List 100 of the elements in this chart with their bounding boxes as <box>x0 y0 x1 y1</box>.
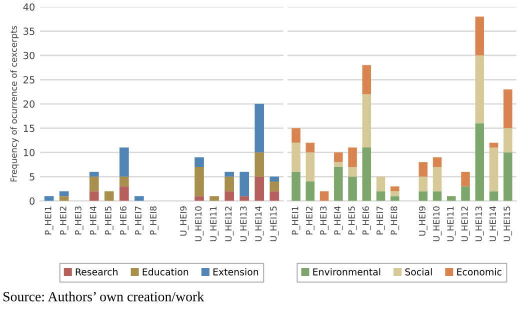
x-tick-label: P_HEI7 <box>135 206 144 234</box>
bar <box>390 186 400 192</box>
x-tick-label: U_HEI10 <box>195 206 204 242</box>
bar <box>362 65 372 94</box>
bar <box>120 176 129 186</box>
x-tick-label: P_HEI3 <box>320 206 328 234</box>
bar <box>194 157 204 167</box>
bar <box>362 94 372 148</box>
y-tick-label: 0 <box>30 197 35 205</box>
bar <box>334 166 343 201</box>
y-tick-label: 25 <box>24 76 34 84</box>
bar <box>240 196 249 201</box>
bar <box>306 142 315 152</box>
bar <box>120 186 129 201</box>
x-tick-label: U_HEI11 <box>447 206 456 242</box>
bar <box>270 176 280 182</box>
bar <box>224 172 234 177</box>
x-tick-label: P_HEI3 <box>74 206 84 234</box>
bar <box>292 128 300 143</box>
x-tick-label: U_HEI10 <box>433 206 442 242</box>
bar <box>89 172 99 177</box>
bar <box>120 148 129 177</box>
bar <box>224 176 234 192</box>
legend-label: Extension <box>213 268 258 276</box>
x-tick-label: P_HEI7 <box>376 206 385 234</box>
bar <box>418 176 428 192</box>
x-tick-label: P_HEI2 <box>306 206 314 234</box>
bar <box>292 142 300 172</box>
bar <box>475 123 484 201</box>
legend-label: Education <box>142 268 188 276</box>
bar <box>432 157 442 167</box>
source-note: Source: Authors’ own creation/work <box>4 292 204 302</box>
x-tick-label: U_HEI15 <box>270 206 279 242</box>
legend-label: Environmental <box>313 268 380 276</box>
bar <box>210 196 219 201</box>
bar <box>270 182 280 192</box>
y-tick-label: 30 <box>24 52 35 60</box>
bar <box>432 191 442 201</box>
legend-label: Economic <box>457 268 502 276</box>
y-tick-label: 40 <box>23 3 35 11</box>
bar <box>270 191 280 201</box>
legend-label: Research <box>76 268 118 276</box>
bar <box>362 148 372 201</box>
bar <box>489 142 498 148</box>
legend-label: Social <box>405 268 432 276</box>
bar <box>348 148 357 167</box>
bar <box>376 176 386 192</box>
bar <box>89 191 99 201</box>
bar <box>376 191 386 201</box>
x-tick-label: P_HEI4 <box>90 206 98 234</box>
bar <box>475 16 484 56</box>
bar <box>59 196 69 201</box>
x-tick-label: P_HEI4 <box>334 206 343 234</box>
y-tick-label: 10 <box>24 148 35 156</box>
x-tick-label: P_HEI5 <box>105 206 114 234</box>
bar <box>461 172 470 186</box>
x-tick-label: U_HEI12 <box>225 206 234 242</box>
bar <box>254 176 264 201</box>
bar <box>254 104 264 152</box>
y-tick-label: 5 <box>30 173 34 180</box>
bar <box>334 162 343 167</box>
bar <box>489 148 498 192</box>
bar <box>194 166 204 196</box>
bar <box>306 152 315 182</box>
x-tick-label: U_HEI15 <box>504 206 512 242</box>
bar <box>390 191 400 196</box>
bar <box>334 152 343 162</box>
bar <box>348 166 357 177</box>
x-tick-label: U_HEI9 <box>180 206 188 236</box>
bar <box>475 55 484 124</box>
x-tick-label: U_HEI14 <box>255 206 264 242</box>
y-axis-title: Frequency of ocurrence of cexcerpts <box>10 26 19 182</box>
x-tick-label: U_HEI9 <box>418 206 428 236</box>
bar <box>320 191 329 201</box>
bar <box>224 191 234 201</box>
bar <box>461 186 470 201</box>
x-tick-label: P_HEI1 <box>44 206 54 234</box>
bar <box>447 196 456 201</box>
x-tick-label: U_HEI14 <box>490 206 498 242</box>
bar <box>44 196 54 201</box>
bar <box>292 172 300 201</box>
bar <box>418 162 428 177</box>
y-tick-label: 20 <box>24 100 35 108</box>
bar <box>134 196 144 201</box>
bar <box>240 172 249 196</box>
bar <box>254 152 264 177</box>
bar <box>432 166 442 192</box>
bar <box>504 89 512 128</box>
x-tick-label: P_HEI1 <box>292 206 300 234</box>
bar <box>104 191 114 201</box>
x-tick-label: P_HEI2 <box>60 206 68 234</box>
y-tick-label: 15 <box>24 124 34 132</box>
bar <box>194 196 204 201</box>
y-tick-label: 35 <box>24 28 34 35</box>
x-tick-label: P_HEI6 <box>362 206 371 234</box>
x-tick-label: U_HEI13 <box>475 206 484 242</box>
bar <box>59 191 69 196</box>
x-tick-label: U_HEI12 <box>461 206 470 242</box>
x-tick-label: P_HEI8 <box>390 206 400 234</box>
bar <box>390 196 400 201</box>
